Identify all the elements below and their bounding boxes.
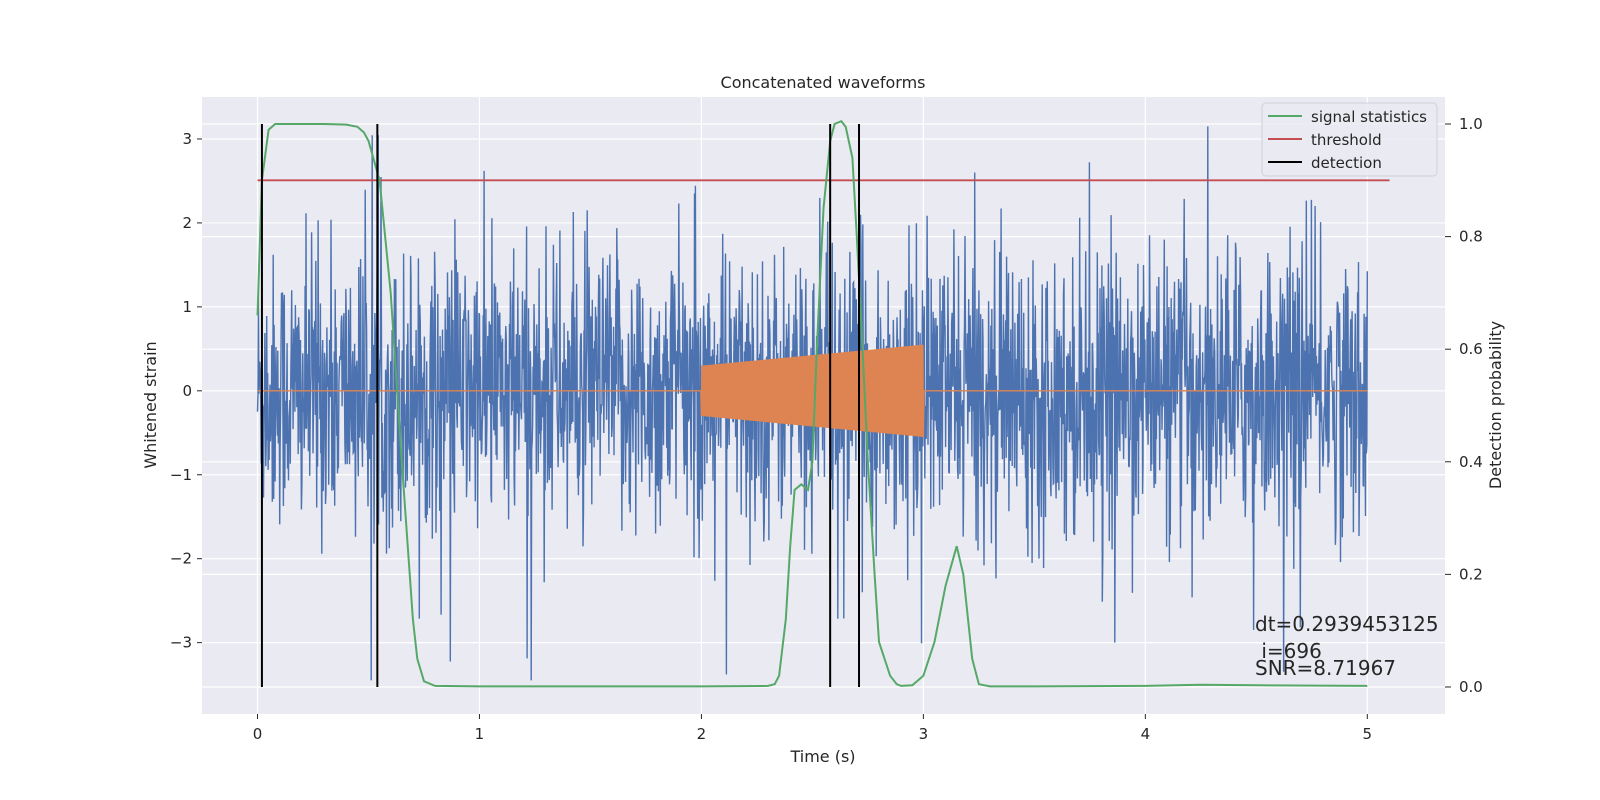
y-axis-label-left: Whitened strain <box>141 341 160 468</box>
annotation-dt: dt=0.2939453125 <box>1255 612 1439 636</box>
series-layer <box>256 119 1390 688</box>
legend-label-threshold: threshold <box>1311 131 1382 149</box>
series-injected-waveform-line <box>257 344 1368 438</box>
x-tick-label-5: 5 <box>1363 725 1373 743</box>
ticks-layer: 0 1 2 3 4 5 −3 −2 −1 0 1 2 3 0.0 0.2 0.4 0.6 0.8 1.0 <box>170 115 1483 743</box>
x-tick-label-2: 2 <box>697 725 707 743</box>
annotations: dt=0.2939453125 i=696 SNR=8.71967 <box>1255 612 1439 680</box>
x-axis-label: Time (s) <box>789 747 855 766</box>
x-tick-label-4: 4 <box>1141 725 1151 743</box>
y-right-tick-label-0.8: 0.8 <box>1459 228 1483 246</box>
annotation-index: i=696 <box>1255 639 1322 663</box>
y-right-tick-label-0.2: 0.2 <box>1459 565 1483 583</box>
legend-label-detection: detection <box>1311 154 1382 172</box>
chart-title: Concatenated waveforms <box>721 73 926 92</box>
legend: signal statistics threshold detection <box>1261 102 1438 177</box>
y-left-tick-label-1: 1 <box>182 298 192 316</box>
x-tick-label-1: 1 <box>475 725 485 743</box>
legend-label-signal-statistics: signal statistics <box>1311 108 1427 126</box>
legend-box <box>1261 102 1438 177</box>
x-tick-label-0: 0 <box>253 725 263 743</box>
y-left-tick-label--3: −3 <box>170 634 192 652</box>
series-signal-statistics-line <box>256 119 1368 688</box>
y-right-tick-label-1: 1.0 <box>1459 115 1483 133</box>
y-axis-label-right: Detection probability <box>1486 321 1505 489</box>
y-right-tick-label-0.6: 0.6 <box>1459 340 1483 358</box>
x-tick-label-3: 3 <box>919 725 929 743</box>
y-left-tick-label--2: −2 <box>170 550 192 568</box>
annotation-snr: SNR=8.71967 <box>1255 656 1396 680</box>
y-right-tick-label-0: 0.0 <box>1459 678 1483 696</box>
y-left-tick-label-0: 0 <box>182 382 192 400</box>
y-left-tick-label--1: −1 <box>170 466 192 484</box>
y-left-tick-label-3: 3 <box>182 130 192 148</box>
y-right-tick-label-0.4: 0.4 <box>1459 453 1483 471</box>
y-left-tick-label-2: 2 <box>182 214 192 232</box>
